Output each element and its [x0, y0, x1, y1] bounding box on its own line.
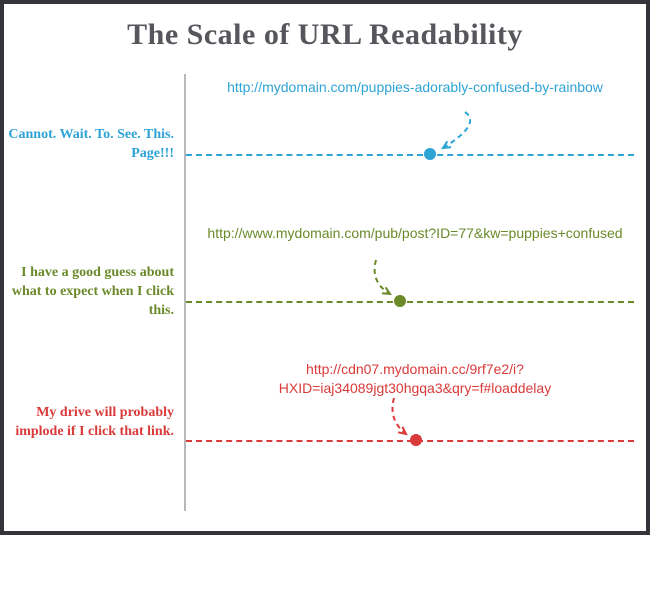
marker-dot-mid: [394, 295, 406, 307]
vertical-axis: [184, 74, 186, 511]
url-example-best: http://mydomain.com/puppies-adorably-con…: [204, 78, 626, 97]
url-example-worst: http://cdn07.mydomain.cc/9rf7e2/i?HXID=i…: [204, 360, 626, 398]
scale-label-mid: I have a good guess about what to expect…: [4, 264, 174, 321]
scale-label-worst: My drive will probably implode if I clic…: [4, 404, 174, 442]
url-example-mid: http://www.mydomain.com/pub/post?ID=77&k…: [204, 224, 626, 243]
diagram-stage: Cannot. Wait. To. See. This. Page!!! http…: [4, 62, 646, 531]
scale-line-mid: [186, 301, 634, 303]
marker-dot-worst: [410, 434, 422, 446]
marker-dot-best: [424, 148, 436, 160]
scale-label-best: Cannot. Wait. To. See. This. Page!!!: [4, 126, 174, 164]
page-title: The Scale of URL Readability: [4, 18, 646, 52]
scale-line-best: [186, 154, 634, 156]
